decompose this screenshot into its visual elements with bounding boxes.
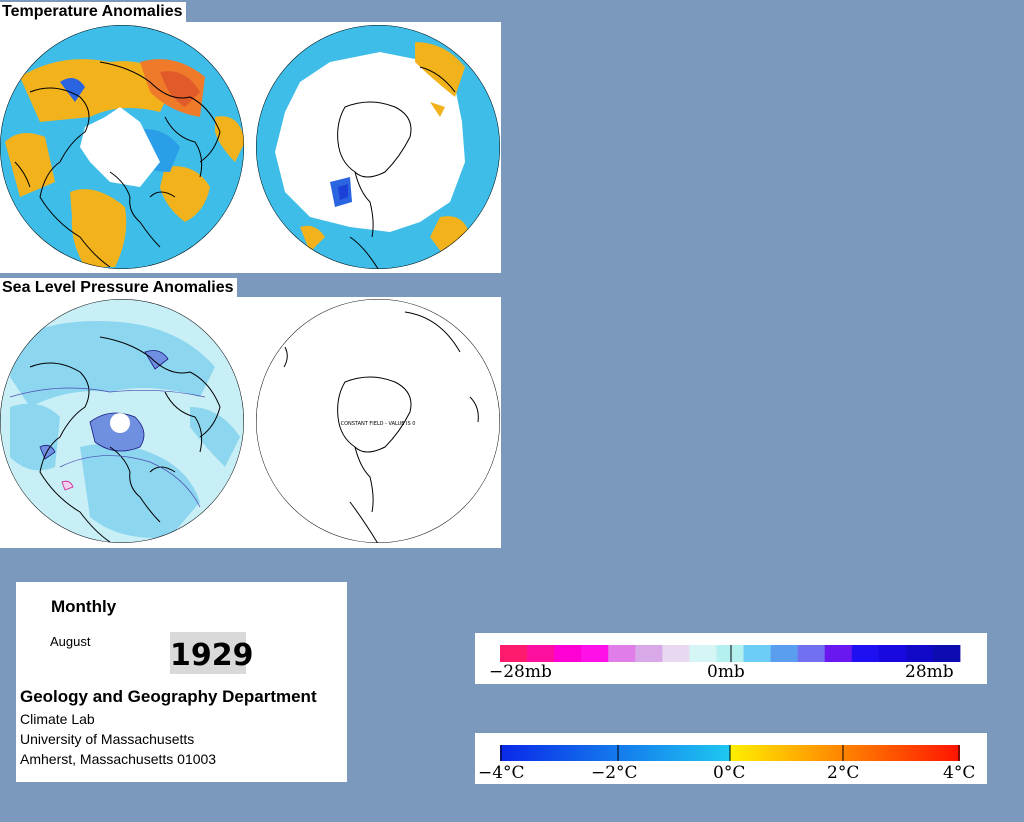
pressure-legend-cell xyxy=(824,645,853,662)
sh-temperature-map xyxy=(256,25,500,269)
pressure-panel: CONSTANT FIELD - VALUE IS 0 xyxy=(0,297,501,548)
temperature-panel xyxy=(0,22,501,273)
address-label: Amherst, Massachusetts 01003 xyxy=(20,751,217,767)
temperature-legend-plus2: 2°C xyxy=(827,763,859,783)
pressure-legend-zero: 0mb xyxy=(707,662,745,682)
temperature-legend-positive-bar xyxy=(730,745,960,761)
pressure-legend-cell xyxy=(797,645,826,662)
pressure-legend-cell xyxy=(878,645,907,662)
pressure-legend-max: 28mb xyxy=(905,662,954,682)
pressure-legend-cell xyxy=(554,645,582,662)
university-label: University of Massachusetts xyxy=(20,731,195,747)
pressure-legend-cell xyxy=(851,645,880,662)
pressure-legend-cell xyxy=(581,645,609,662)
pressure-legend-cell xyxy=(608,645,636,662)
temperature-legend-minus4: −4°C xyxy=(478,763,525,783)
nh-temperature-map xyxy=(0,25,244,269)
pressure-legend-cell xyxy=(770,645,799,662)
temperature-legend-negative-bar xyxy=(500,745,730,761)
pressure-legend-min: −28mb xyxy=(489,662,552,682)
lab-label: Climate Lab xyxy=(20,711,95,727)
pressure-title: Sea Level Pressure Anomalies xyxy=(0,278,237,298)
pressure-legend-cell xyxy=(635,645,663,662)
month-label: August xyxy=(50,634,91,649)
year-label: 1929 xyxy=(170,632,254,674)
pressure-legend-cell xyxy=(527,645,555,662)
temperature-title: Temperature Anomalies xyxy=(0,2,186,22)
pressure-legend-cell xyxy=(743,645,771,662)
pressure-legend-cell xyxy=(716,645,744,662)
pressure-legend-cell xyxy=(500,645,528,662)
temperature-legend-zero: 0°C xyxy=(713,763,745,783)
temperature-legend-minus2: −2°C xyxy=(591,763,638,783)
nh-pressure-map xyxy=(0,299,244,543)
pressure-legend-cell xyxy=(689,645,717,662)
pressure-legend: −28mb 0mb 28mb xyxy=(475,633,987,684)
info-box: Monthly August 1929 Geology and Geograph… xyxy=(16,582,347,782)
department-label: Geology and Geography Department xyxy=(20,687,317,706)
pressure-legend-bar xyxy=(500,645,961,662)
temperature-legend: −4°C −2°C 0°C 2°C 4°C xyxy=(475,733,987,784)
pressure-legend-cell xyxy=(932,645,961,662)
pressure-legend-cell xyxy=(905,645,934,662)
pressure-legend-cell xyxy=(662,645,690,662)
sh-pressure-map xyxy=(256,299,500,543)
period-label: Monthly xyxy=(51,597,117,616)
constant-field-note: CONSTANT FIELD - VALUE IS 0 xyxy=(341,421,416,427)
temperature-legend-plus4: 4°C xyxy=(943,763,975,783)
